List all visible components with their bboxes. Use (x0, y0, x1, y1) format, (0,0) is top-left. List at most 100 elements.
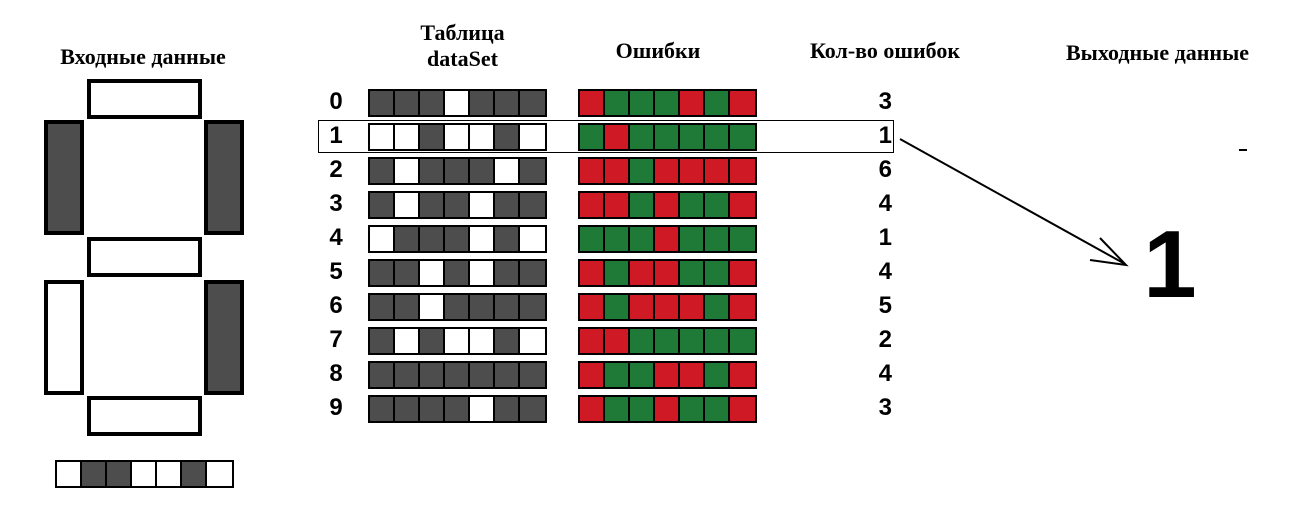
error-bit-3 (655, 125, 680, 149)
pattern-bit-0 (370, 295, 395, 319)
error-bit-0 (580, 329, 605, 353)
pattern-bit-6 (520, 295, 545, 319)
error-count: 4 (878, 258, 892, 285)
error-count: 1 (878, 122, 892, 149)
error-bit-6 (730, 329, 755, 353)
error-bit-3 (655, 193, 680, 217)
pattern-bit-4 (470, 91, 495, 115)
pattern-bit-3 (445, 295, 470, 319)
error-bit-4 (680, 193, 705, 217)
pattern-bit-1 (395, 159, 420, 183)
pattern-bit-4 (470, 193, 495, 217)
error-bit-0 (580, 91, 605, 115)
error-count: 1 (878, 224, 892, 251)
pattern-bit-5 (495, 397, 520, 421)
pattern-bit-2 (420, 159, 445, 183)
error-bit-0 (580, 295, 605, 319)
pattern-bit-5 (495, 125, 520, 149)
error-pattern (578, 89, 757, 117)
pattern-bit-1 (395, 363, 420, 387)
input-bit-3 (132, 462, 157, 486)
pattern-bit-3 (445, 261, 470, 285)
dataset-pattern (368, 361, 547, 389)
error-bit-4 (680, 295, 705, 319)
pattern-bit-3 (445, 159, 470, 183)
pattern-bit-5 (495, 91, 520, 115)
segment-f (44, 120, 84, 235)
segment-g (87, 237, 202, 277)
segment-d (87, 396, 202, 436)
dataset-pattern (368, 259, 547, 287)
dataset-pattern (368, 123, 547, 151)
error-pattern (578, 293, 757, 321)
dataset-table-header: Таблица dataSet (420, 20, 505, 71)
pattern-bit-2 (420, 227, 445, 251)
error-bit-2 (630, 227, 655, 251)
pattern-bit-5 (495, 363, 520, 387)
error-bit-6 (730, 261, 755, 285)
pattern-bit-3 (445, 91, 470, 115)
error-bit-4 (680, 159, 705, 183)
pattern-bit-4 (470, 125, 495, 149)
row-label: 5 (329, 258, 343, 285)
dataset-pattern (368, 89, 547, 117)
error-bit-3 (655, 159, 680, 183)
pattern-bit-2 (420, 397, 445, 421)
pattern-bit-1 (395, 261, 420, 285)
error-pattern (578, 395, 757, 423)
pattern-bit-0 (370, 227, 395, 251)
row-label: 7 (329, 326, 343, 353)
dash-mark (1239, 149, 1247, 151)
error-count: 6 (878, 156, 892, 183)
error-pattern (578, 225, 757, 253)
input-data-header: Входные данные (60, 44, 226, 69)
error-bit-3 (655, 227, 680, 251)
error-bit-4 (680, 227, 705, 251)
error-bit-5 (705, 261, 730, 285)
pattern-bit-2 (420, 329, 445, 353)
pattern-bit-2 (420, 125, 445, 149)
error-bit-1 (605, 159, 630, 183)
dataset-pattern (368, 157, 547, 185)
pattern-bit-6 (520, 261, 545, 285)
row-label: 0 (329, 88, 343, 115)
error-bit-1 (605, 261, 630, 285)
error-bit-5 (705, 159, 730, 183)
pattern-bit-4 (470, 329, 495, 353)
row-label: 2 (329, 156, 343, 183)
pattern-bit-6 (520, 193, 545, 217)
pattern-bit-5 (495, 193, 520, 217)
error-bit-2 (630, 261, 655, 285)
pattern-bit-6 (520, 125, 545, 149)
error-bit-3 (655, 397, 680, 421)
error-bit-4 (680, 329, 705, 353)
error-bit-4 (680, 261, 705, 285)
dataset-pattern (368, 293, 547, 321)
error-bit-6 (730, 125, 755, 149)
error-bit-6 (730, 227, 755, 251)
error-bit-2 (630, 159, 655, 183)
input-bit-2 (107, 462, 132, 486)
error-count: 4 (878, 360, 892, 387)
error-bit-0 (580, 193, 605, 217)
row-label: 8 (329, 360, 343, 387)
error-bit-1 (605, 295, 630, 319)
segment-e (44, 280, 84, 395)
pattern-bit-5 (495, 329, 520, 353)
error-bit-6 (730, 193, 755, 217)
input-bit-strip (55, 460, 234, 488)
error-bit-1 (605, 397, 630, 421)
input-bit-0 (57, 462, 82, 486)
pattern-bit-3 (445, 227, 470, 251)
pattern-bit-0 (370, 397, 395, 421)
row-label: 6 (329, 292, 343, 319)
error-bit-0 (580, 159, 605, 183)
pattern-bit-1 (395, 193, 420, 217)
error-pattern (578, 259, 757, 287)
error-bit-4 (680, 363, 705, 387)
error-bit-5 (705, 193, 730, 217)
pattern-bit-5 (495, 295, 520, 319)
error-count: 4 (878, 190, 892, 217)
pattern-bit-0 (370, 91, 395, 115)
output-value: 1 (1143, 211, 1197, 318)
